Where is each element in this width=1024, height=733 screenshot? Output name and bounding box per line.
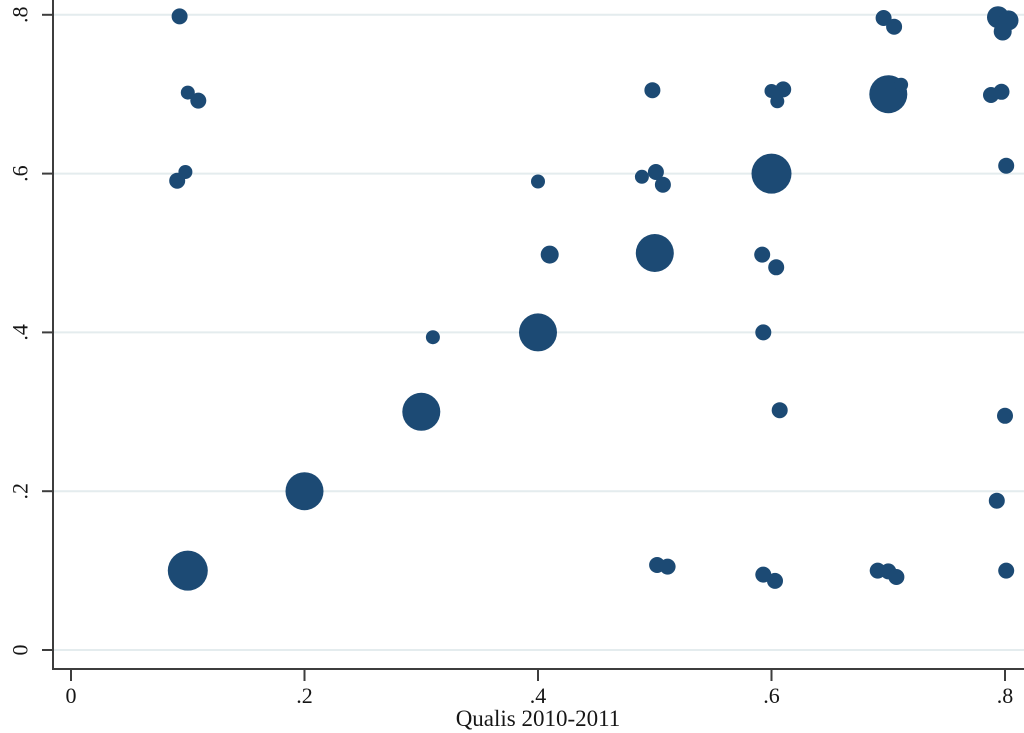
scatter-point <box>519 313 557 352</box>
scatter-point <box>647 164 664 180</box>
scatter-point <box>755 566 772 583</box>
scatter-point <box>635 234 674 272</box>
scatter-point <box>768 259 785 276</box>
scatter-point <box>167 550 208 591</box>
x-tick-label: .6 <box>763 683 780 708</box>
x-tick-label: 0 <box>66 683 77 708</box>
y-tick-label: .2 <box>8 483 33 500</box>
scatter-point <box>998 157 1015 174</box>
scatter-point <box>402 392 441 431</box>
scatter-point <box>998 562 1015 579</box>
scatter-point <box>751 153 792 194</box>
scatter-point <box>171 8 188 25</box>
y-tick-label: .8 <box>8 7 33 24</box>
scatter-point <box>888 569 905 585</box>
scatter-point <box>644 82 661 99</box>
scatter-point <box>886 18 903 35</box>
scatter-point <box>993 22 1012 41</box>
scatter-point <box>988 492 1005 509</box>
y-tick-label: .6 <box>8 165 33 182</box>
x-tick-label: .8 <box>997 683 1014 708</box>
scatter-point <box>634 169 649 184</box>
x-tick-label: .4 <box>530 683 547 708</box>
scatter-point <box>425 330 440 345</box>
y-tick-label: 0 <box>8 645 33 656</box>
scatter-point <box>654 176 671 193</box>
scatter-point <box>169 172 186 189</box>
scatter-point <box>875 10 892 26</box>
scatter-point <box>770 94 785 109</box>
scatter-point <box>764 84 779 98</box>
scatter-point <box>771 402 788 419</box>
scatter-point <box>180 85 195 100</box>
scatter-point <box>993 83 1010 100</box>
scatter-point <box>190 92 207 109</box>
x-axis-title: Qualis 2010-2011 <box>456 706 621 731</box>
scatter-point <box>531 174 545 189</box>
scatter-point <box>755 324 772 341</box>
x-tick-label: .2 <box>296 683 313 708</box>
scatter-point <box>775 81 792 98</box>
scatter-point <box>659 558 676 575</box>
scatter-point <box>894 77 909 92</box>
scatter-point <box>997 407 1013 424</box>
scatter-point <box>285 472 324 511</box>
y-tick-label: .4 <box>8 324 33 341</box>
scatter-point <box>540 245 559 264</box>
scatter-point <box>767 572 783 589</box>
scatter-point <box>754 246 771 263</box>
